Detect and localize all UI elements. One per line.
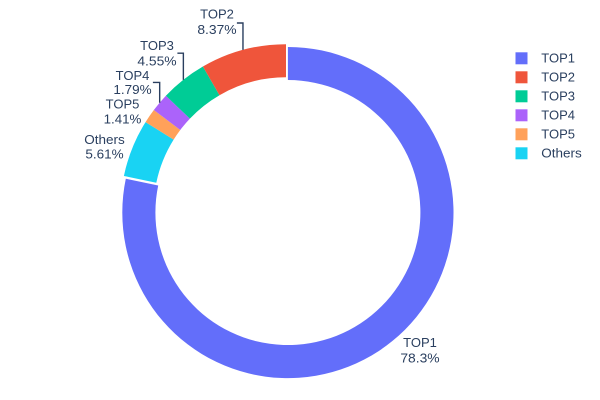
svg-text:8.37%: 8.37% <box>197 22 237 37</box>
svg-text:TOP3: TOP3 <box>541 89 575 104</box>
svg-text:TOP1: TOP1 <box>403 335 437 350</box>
svg-text:1.41%: 1.41% <box>104 112 142 127</box>
svg-text:TOP5: TOP5 <box>106 97 140 112</box>
svg-text:5.61%: 5.61% <box>85 146 124 161</box>
svg-text:TOP2: TOP2 <box>200 7 234 22</box>
svg-text:TOP4: TOP4 <box>541 108 575 123</box>
svg-text:TOP4: TOP4 <box>116 68 150 83</box>
svg-text:TOP1: TOP1 <box>541 51 575 66</box>
svg-text:78.3%: 78.3% <box>400 350 440 365</box>
svg-text:4.55%: 4.55% <box>137 53 177 68</box>
svg-text:TOP3: TOP3 <box>140 38 174 53</box>
svg-text:Others: Others <box>541 146 582 161</box>
svg-text:1.79%: 1.79% <box>113 82 152 97</box>
svg-text:Others: Others <box>84 132 125 147</box>
svg-text:TOP2: TOP2 <box>541 70 575 85</box>
svg-text:TOP5: TOP5 <box>541 127 575 142</box>
